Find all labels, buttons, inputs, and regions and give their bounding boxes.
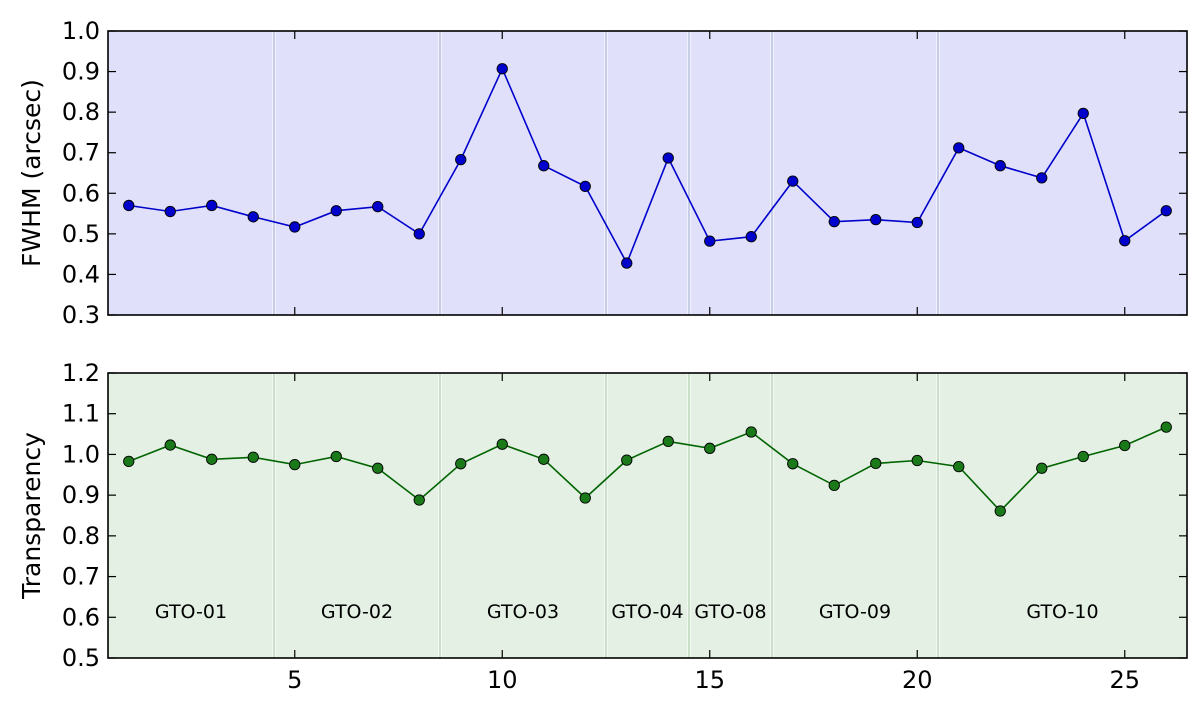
- top-data-point: [1119, 235, 1131, 247]
- bottom-ytick-label: 0.5: [62, 644, 100, 672]
- bottom-data-point: [953, 460, 965, 473]
- top-data-point: [289, 221, 301, 233]
- bottom-data-point: [1036, 462, 1048, 474]
- top-data-point: [704, 235, 716, 247]
- top-ytick-label: 0.7: [62, 139, 100, 167]
- bottom-ytick-label: 1.0: [62, 440, 100, 468]
- top-ytick-label: 0.8: [62, 98, 100, 126]
- bottom-data-point: [787, 458, 799, 470]
- bottom-ytick-label: 0.9: [62, 481, 100, 509]
- top-ytick-label: 0.6: [62, 179, 100, 207]
- top-data-point: [953, 142, 965, 154]
- bottom-series-line: [128, 426, 1167, 513]
- bottom-data-point: [994, 505, 1006, 517]
- top-data-point: [1036, 172, 1048, 184]
- top-data-point: [911, 216, 923, 229]
- bottom-xtick-label: 10: [487, 666, 518, 694]
- bottom-data-point: [247, 451, 259, 463]
- bottom-data-point: [662, 435, 674, 448]
- bottom-group-label: GTO-09: [819, 601, 891, 623]
- bottom-data-point: [579, 492, 591, 504]
- bottom-data-point: [1077, 450, 1089, 463]
- top-ytick-label: 0.4: [62, 260, 100, 288]
- top-data-point: [828, 216, 840, 228]
- bottom-data-point: [330, 450, 342, 463]
- bottom-group-label: GTO-02: [321, 601, 393, 623]
- top-data-point: [372, 201, 384, 213]
- top-data-point: [455, 153, 467, 166]
- top-data-point: [579, 180, 591, 193]
- bottom-group-label: GTO-03: [487, 601, 559, 623]
- bottom-data-point: [123, 455, 135, 467]
- bottom-data-point: [164, 439, 176, 451]
- bottom-data-point: [911, 454, 923, 467]
- top-data-point: [1077, 107, 1089, 120]
- top-series-line: [128, 66, 1167, 265]
- top-data-point: [1160, 205, 1172, 217]
- bottom-ylabel: Transparency: [17, 432, 46, 600]
- bottom-xtick-label: 15: [694, 666, 725, 694]
- bottom-ytick-label: 0.8: [62, 522, 100, 550]
- bottom-xtick-label: 20: [902, 666, 933, 694]
- bottom-group-label: GTO-10: [1026, 601, 1098, 623]
- bottom-data-point: [413, 494, 425, 506]
- top-plot-frame: [107, 30, 1188, 316]
- bottom-panel: 0.5 0.6 0.7 0.8 0.9 1.0 1.1 1.2 5 10 15 20 25 Transpa…: [17, 359, 1188, 694]
- bottom-data-point: [206, 453, 218, 465]
- bottom-group-label: GTO-04: [611, 601, 683, 623]
- top-data-point: [870, 214, 882, 226]
- top-data-point: [745, 231, 757, 243]
- top-panel: 0.3 0.4 0.5 0.6 0.7 0.8 0.9 1.0 FWHM (arcsec): [17, 17, 1188, 329]
- bottom-data-point: [496, 438, 508, 450]
- bottom-group-label: GTO-01: [155, 601, 227, 623]
- bottom-ytick-label: 0.6: [62, 603, 100, 631]
- bottom-data-point: [538, 453, 550, 465]
- top-data-point: [123, 199, 135, 212]
- top-ylabel: FWHM (arcsec): [17, 79, 46, 267]
- bottom-plot-frame: [107, 372, 1188, 659]
- bottom-xtick-label: 5: [287, 666, 302, 694]
- bottom-data-point: [704, 442, 716, 454]
- top-ytick-label: 0.3: [62, 301, 100, 329]
- top-data-point: [330, 205, 342, 217]
- bottom-ytick-label: 1.2: [62, 359, 100, 387]
- bottom-data-point: [372, 462, 384, 474]
- top-ytick-label: 0.9: [62, 58, 100, 86]
- bottom-data-point: [1119, 439, 1131, 452]
- bottom-data-point: [745, 426, 757, 438]
- top-data-point: [206, 199, 218, 212]
- bottom-data-point: [870, 457, 882, 470]
- bottom-data-point: [621, 454, 633, 466]
- top-data-point: [662, 152, 674, 164]
- bottom-data-point: [828, 479, 840, 492]
- bottom-xtick-label: 25: [1109, 666, 1140, 694]
- top-ytick-label: 0.5: [62, 220, 100, 248]
- bottom-data-point: [455, 458, 467, 470]
- top-plot-background: [108, 31, 1187, 315]
- bottom-plot-background: [108, 373, 1187, 658]
- top-data-point: [496, 63, 508, 75]
- bottom-ytick-label: 0.7: [62, 563, 100, 591]
- top-data-point: [994, 160, 1006, 172]
- top-data-point: [413, 228, 425, 240]
- top-data-point: [787, 175, 799, 187]
- bottom-data-point: [1160, 421, 1172, 433]
- top-data-point: [247, 211, 259, 223]
- top-data-point: [621, 257, 633, 269]
- bottom-data-point: [289, 458, 301, 471]
- top-data-point: [164, 205, 176, 218]
- top-ytick-label: 1.0: [62, 17, 100, 45]
- top-data-point: [538, 160, 550, 172]
- bottom-ytick-label: 1.1: [62, 400, 100, 428]
- bottom-group-label: GTO-08: [694, 601, 766, 623]
